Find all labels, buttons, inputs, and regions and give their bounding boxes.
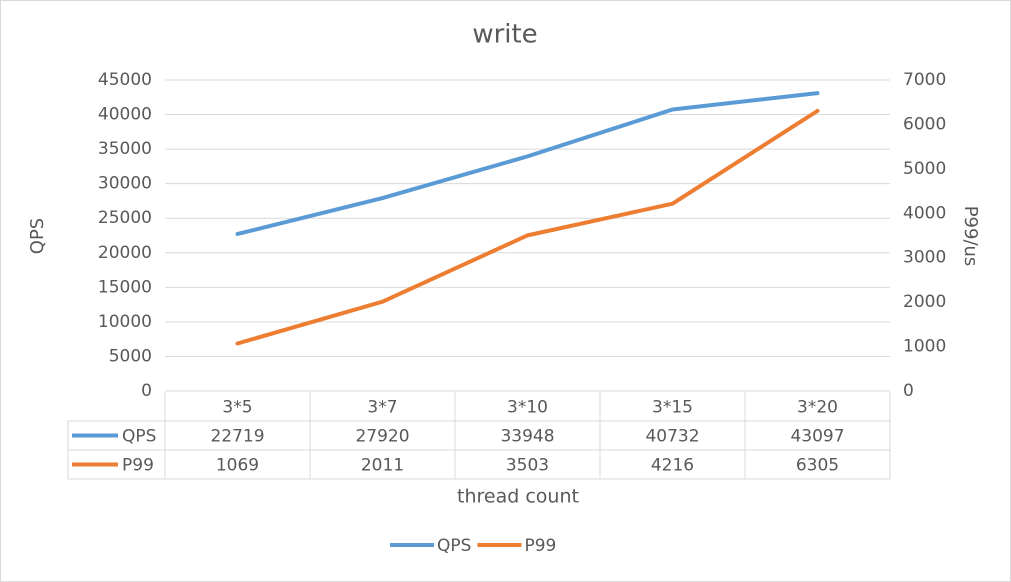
y-tick-label: 0 (141, 381, 152, 401)
chart-title: write (472, 20, 537, 50)
x-tick-label: 3*10 (507, 398, 548, 418)
y2-tick-label: 1000 (903, 337, 946, 357)
table-cell: 2011 (361, 456, 404, 476)
series-line (235, 108, 820, 346)
y2-tick-label: 3000 (903, 248, 946, 268)
x-tick-label: 3*20 (797, 398, 838, 418)
y2-axis-label: P99/us (960, 206, 981, 267)
y2-tick-label: 7000 (903, 70, 946, 90)
y-tick-label: 10000 (98, 312, 152, 332)
y-tick-label: 40000 (98, 105, 152, 125)
table-cell: 43097 (790, 427, 844, 447)
table-cell: 4216 (651, 456, 694, 476)
table-cell: 22719 (210, 427, 264, 447)
table-cell: 33948 (500, 427, 554, 447)
y2-tick-label: 5000 (903, 159, 946, 179)
legend-label: QPS (437, 536, 471, 556)
table-cell: 1069 (216, 456, 259, 476)
x-tick-label: 3*7 (367, 398, 397, 418)
table-series-name: P99 (122, 456, 154, 476)
y-tick-label: 5000 (109, 346, 152, 366)
y-axis-label: QPS (27, 218, 48, 254)
y-tick-label: 15000 (98, 277, 152, 297)
y-tick-label: 20000 (98, 243, 152, 263)
x-axis-label: thread count (457, 486, 579, 508)
table-cell: 6305 (796, 456, 839, 476)
y-tick-label: 45000 (98, 70, 152, 90)
table-cell: 3503 (506, 456, 549, 476)
x-tick-label: 3*5 (222, 398, 252, 418)
legend-label: P99 (524, 536, 556, 556)
table-cell: 27920 (355, 427, 409, 447)
table-cell: 40732 (645, 427, 699, 447)
y2-tick-label: 4000 (903, 203, 946, 223)
y-tick-label: 30000 (98, 174, 152, 194)
x-tick-label: 3*15 (652, 398, 693, 418)
y2-tick-label: 6000 (903, 114, 946, 134)
y-tick-label: 25000 (98, 208, 152, 228)
y2-tick-label: 2000 (903, 292, 946, 312)
table-series-name: QPS (122, 427, 156, 447)
y-tick-label: 35000 (98, 139, 152, 159)
series-line (235, 91, 820, 236)
y2-tick-label: 0 (903, 381, 914, 401)
